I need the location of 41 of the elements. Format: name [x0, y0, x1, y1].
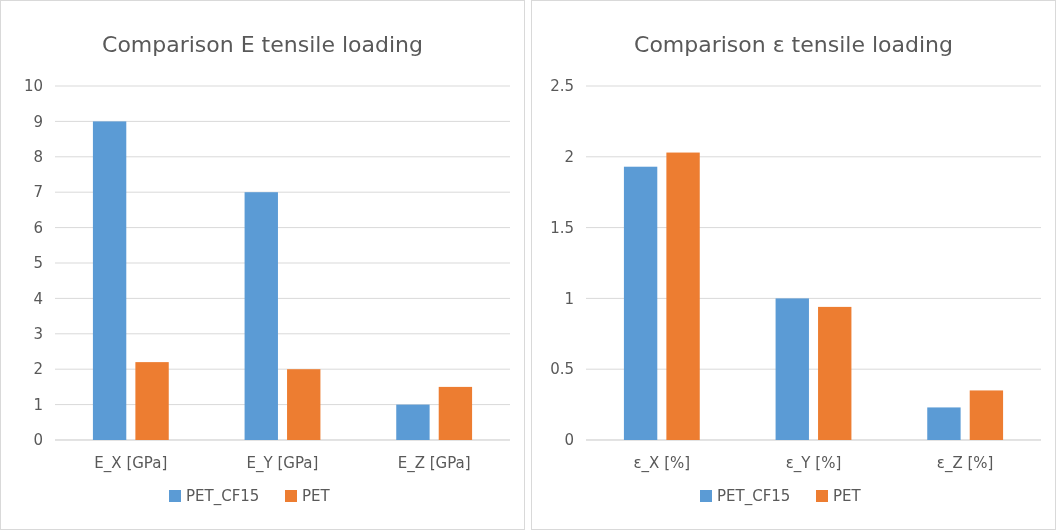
bar [396, 404, 430, 440]
bar [666, 152, 700, 440]
y-tick-label: 9 [33, 112, 43, 131]
y-tick-label: 1 [564, 289, 574, 308]
bar [92, 121, 127, 440]
x-tick-label: E_Z [GPa] [397, 454, 471, 473]
x-tick-label: E_Y [GPa] [246, 454, 319, 473]
bar [135, 362, 169, 440]
y-tick-label: 5 [33, 254, 43, 273]
x-tick-label: ε_X [%] [633, 454, 691, 473]
bar [969, 390, 1004, 440]
y-tick-label: 3 [33, 325, 43, 344]
y-tick-label: 0 [564, 431, 574, 450]
y-tick-label: 6 [33, 218, 43, 237]
bar [818, 306, 852, 440]
chart-title: Comparison ε tensile loading [634, 32, 953, 57]
legend-label: PET [833, 487, 862, 506]
bar [623, 166, 658, 440]
y-tick-label: 1 [33, 395, 43, 414]
y-tick-label: 7 [33, 183, 43, 202]
x-tick-label: ε_Y [%] [785, 454, 842, 473]
bar [287, 369, 321, 440]
y-tick-label: 1.5 [550, 218, 574, 237]
y-tick-label: 2 [564, 148, 574, 167]
chart-title: Comparison E tensile loading [102, 32, 423, 57]
y-tick-label: 0 [33, 431, 43, 450]
y-tick-label: 4 [33, 289, 43, 308]
y-tick-label: 2.5 [550, 77, 574, 96]
bar [927, 407, 961, 440]
y-tick-label: 2 [33, 360, 43, 379]
bar [775, 298, 809, 440]
x-tick-label: E_X [GPa] [94, 454, 168, 473]
y-tick-label: 10 [23, 77, 43, 96]
bar [438, 386, 473, 440]
bar [244, 192, 278, 440]
legend-label: PET [302, 487, 331, 506]
x-tick-label: ε_Z [%] [936, 454, 994, 473]
y-tick-label: 8 [33, 148, 43, 167]
y-tick-label: 0.5 [550, 360, 574, 379]
legend-label: PET_CF15 [717, 487, 791, 507]
legend-label: PET_CF15 [186, 487, 260, 507]
